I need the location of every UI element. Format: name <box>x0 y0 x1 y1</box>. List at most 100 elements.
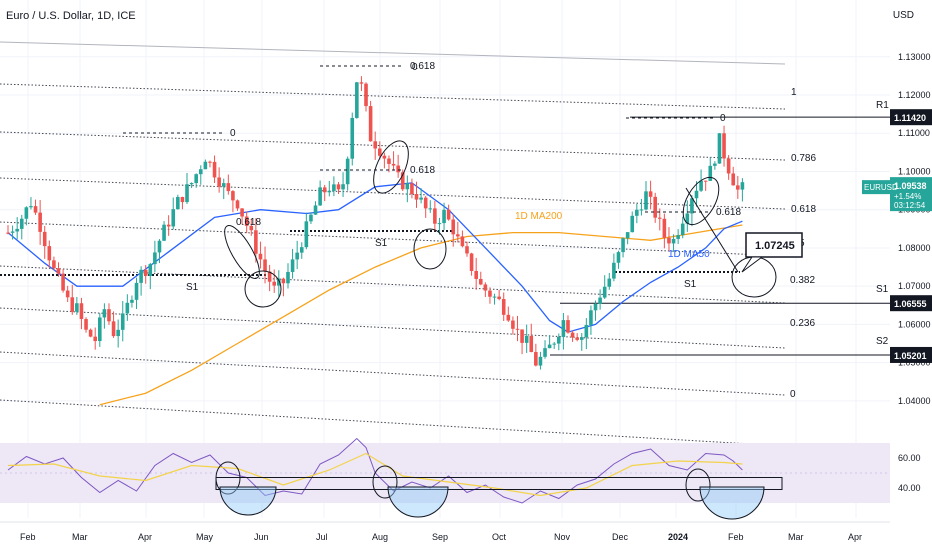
candle-body <box>589 310 593 326</box>
s1-label-2: S1 <box>375 238 388 249</box>
r1-tag-text: 1.11420 <box>894 113 926 123</box>
ma200-line <box>99 224 743 406</box>
candle-body <box>474 270 478 279</box>
candle-body <box>203 161 208 170</box>
highlight-ellipse <box>373 140 409 194</box>
candle-body <box>19 218 24 229</box>
candle-body <box>575 337 579 340</box>
rsi-circle <box>215 461 241 495</box>
channel-fib-label: 0.382 <box>790 275 815 286</box>
s1-tag-text: 1.06555 <box>894 299 927 309</box>
time-tick: Nov <box>554 532 571 542</box>
candle-body <box>736 185 740 190</box>
candle-body <box>212 161 217 178</box>
candle-body <box>332 184 336 191</box>
r1-tag <box>890 109 932 126</box>
candle-body <box>524 335 529 343</box>
candle-body <box>42 231 47 247</box>
candle-body <box>139 269 143 283</box>
candle-body <box>497 296 501 300</box>
candle-body <box>98 317 102 342</box>
candle-body <box>566 320 570 333</box>
channel-fib-label: 0.618 <box>791 204 816 215</box>
fib-0618-left: 0.618 <box>236 217 261 228</box>
candle-body <box>621 238 625 253</box>
candle-body <box>593 303 598 311</box>
candle-body <box>561 320 566 337</box>
candle-body <box>295 252 299 260</box>
candle-body <box>221 183 226 187</box>
time-tick: Mar <box>788 532 804 542</box>
candle-body <box>309 214 313 222</box>
candle-body <box>552 343 557 345</box>
candle-body <box>676 235 680 239</box>
channel-line <box>0 131 786 161</box>
currency-label: USD <box>892 10 914 21</box>
candle-body <box>194 174 198 184</box>
candle-body <box>341 184 345 190</box>
price-tick: 1.12000 <box>898 90 931 100</box>
candle-body <box>639 209 644 211</box>
s1-tag <box>890 295 932 312</box>
candle-body <box>396 165 400 173</box>
rsi-circle <box>372 465 398 499</box>
fib-marker-label: 0.618 <box>410 61 435 72</box>
candle-body <box>125 302 130 314</box>
candle-body <box>460 236 465 247</box>
symbol-label: EURUSD <box>864 183 898 192</box>
highlight-ellipse <box>413 228 447 270</box>
candle-body <box>6 232 10 234</box>
time-tick: Jun <box>254 532 269 542</box>
candle-body <box>446 209 451 220</box>
last-price: 1.09538 <box>894 181 927 191</box>
candle-body <box>75 303 79 312</box>
candle-body <box>171 209 176 227</box>
candle-body <box>547 344 552 349</box>
candle-body <box>93 336 98 342</box>
target-callout <box>745 232 803 258</box>
candle-body <box>24 207 29 219</box>
candle-body <box>410 183 414 195</box>
time-tick: Feb <box>20 532 36 542</box>
candle-body <box>61 273 65 291</box>
candle-body <box>740 182 745 190</box>
candle-body <box>607 278 612 287</box>
candle-body <box>286 271 290 284</box>
channel-line <box>0 221 786 257</box>
time-tick: Sep <box>432 532 448 542</box>
time-tick: Aug <box>372 532 388 542</box>
candle-body <box>10 231 15 233</box>
candle-body <box>511 320 515 329</box>
candle-body <box>680 223 685 236</box>
candle-body <box>336 184 341 190</box>
candle-body <box>391 163 396 166</box>
price-tick: 1.08000 <box>898 243 931 253</box>
regression-channel <box>0 41 786 447</box>
candle-body <box>478 278 483 285</box>
candle-body <box>258 253 263 260</box>
candle-body <box>111 321 116 337</box>
candle-body <box>671 238 676 244</box>
fib-marker-label: 0 <box>230 128 236 139</box>
candle-body <box>130 299 134 303</box>
time-tick: Dec <box>612 532 629 542</box>
channel-fib-label: 0.786 <box>791 153 816 164</box>
candle-body <box>38 212 42 232</box>
candle-body <box>217 177 221 187</box>
candle-body <box>15 228 19 232</box>
price-tick: 1.06000 <box>898 319 931 329</box>
fib-marker-label: 0.618 <box>716 207 741 218</box>
candle-body <box>52 260 56 269</box>
candle-body <box>240 208 244 217</box>
candle-body <box>226 183 231 192</box>
candle-body <box>699 180 703 191</box>
candle-body <box>717 133 722 164</box>
candle-body <box>405 183 410 190</box>
candle-body <box>703 180 708 182</box>
candle-body <box>428 208 433 210</box>
candle-body <box>662 218 667 238</box>
s1-label-3: S1 <box>684 279 697 290</box>
candle-body <box>244 216 249 226</box>
channel-fib-label: 0 <box>790 389 796 400</box>
